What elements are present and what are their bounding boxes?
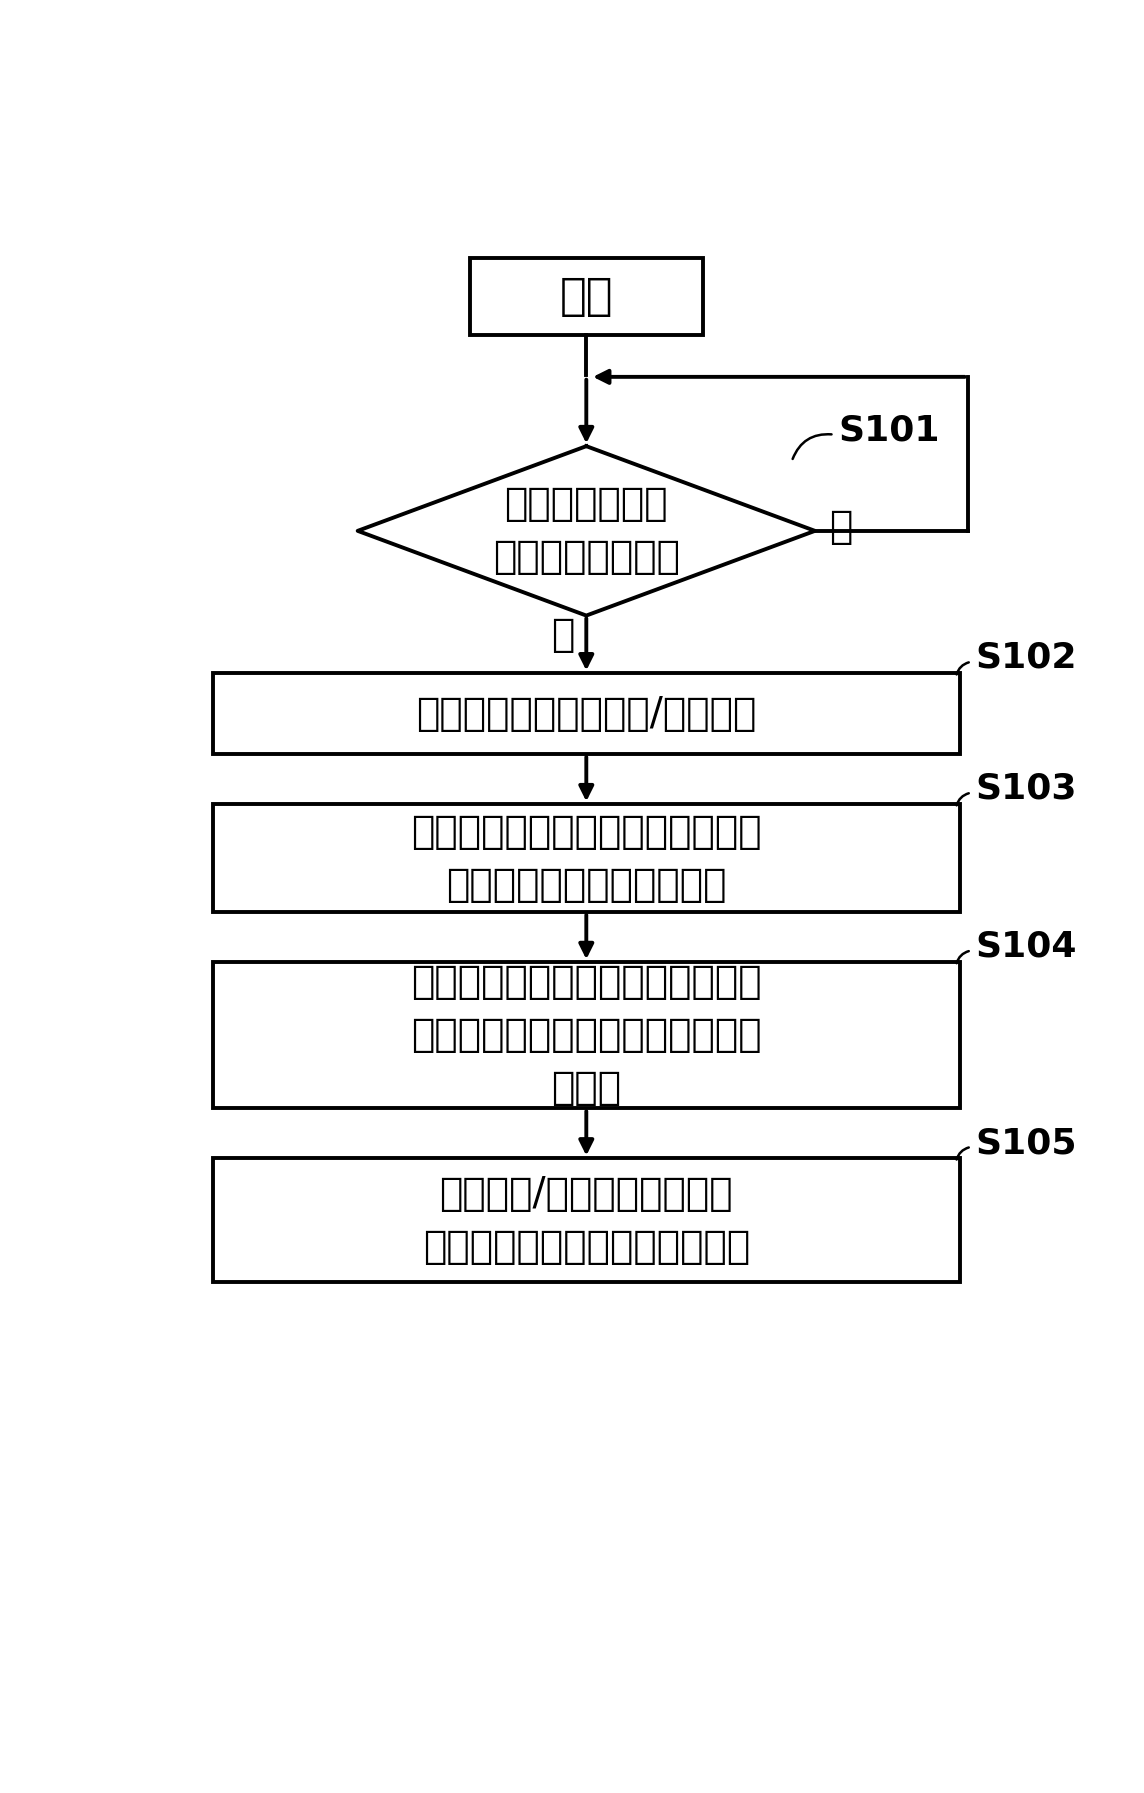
Bar (213, 674, 960, 755)
Text: S103: S103 (976, 771, 1077, 805)
Bar (213, 1158, 960, 1282)
Text: S101: S101 (839, 414, 939, 448)
Bar (470, 258, 702, 335)
Bar (213, 805, 960, 913)
Text: 获取开通信号以及开通/关断信号: 获取开通信号以及开通/关断信号 (416, 694, 756, 733)
Text: 是: 是 (551, 615, 574, 654)
Bar (213, 963, 960, 1108)
Text: 否: 否 (829, 507, 852, 547)
Text: 判断是否获取到
主动放电启动指令: 判断是否获取到 主动放电启动指令 (493, 486, 680, 576)
Text: S102: S102 (976, 640, 1077, 674)
Polygon shape (358, 446, 815, 615)
Text: 控制另一个桥臂对应的驱动电路停
止驱动相应的功率半导体器件导通
与关断: 控制另一个桥臂对应的驱动电路停 止驱动相应的功率半导体器件导通 与关断 (411, 963, 762, 1108)
Text: 开始: 开始 (559, 274, 613, 317)
Text: 根据开通信号控制上桥臂和下桥臂
中的一个桥臂维持开通状态: 根据开通信号控制上桥臂和下桥臂 中的一个桥臂维持开通状态 (411, 812, 762, 904)
Text: S105: S105 (976, 1126, 1077, 1160)
Text: S104: S104 (976, 929, 1077, 963)
Text: 根据开通/关断信号控制上述
另一个桥臂交替进行开通与关断: 根据开通/关断信号控制上述 另一个桥臂交替进行开通与关断 (422, 1174, 750, 1266)
